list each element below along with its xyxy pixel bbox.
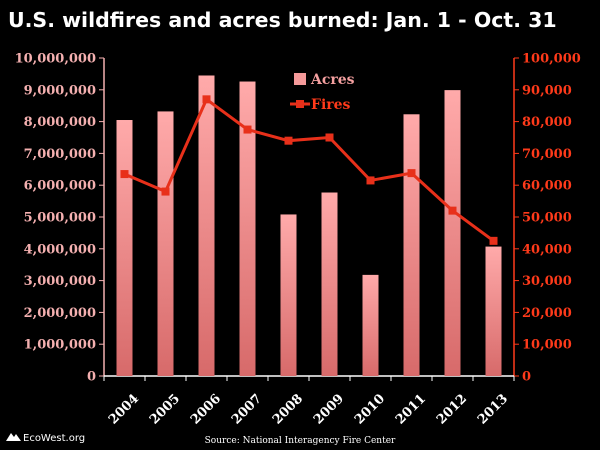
x-tick-label: 2012	[434, 391, 470, 427]
acres-bar	[362, 274, 379, 376]
acres-bar	[444, 90, 461, 377]
left-tick-label: 9,000,000	[24, 83, 96, 98]
brand-logo: EcoWest.org	[6, 433, 85, 444]
left-tick-label: 0	[87, 370, 96, 385]
fires-point	[448, 206, 457, 215]
fires-line	[120, 95, 498, 245]
fires-point	[243, 125, 252, 134]
x-tick-label: 2010	[352, 391, 388, 427]
acres-bars	[116, 75, 502, 377]
right-tick-label: 50,000	[522, 211, 572, 226]
fires-point	[325, 133, 334, 142]
right-tick-label: 80,000	[522, 115, 572, 130]
acres-bar	[280, 214, 297, 376]
acres-bar	[321, 192, 338, 376]
right-tick-label: 70,000	[522, 147, 572, 162]
fires-point	[407, 169, 416, 178]
left-tick-label: 2,000,000	[24, 306, 96, 321]
left-tick-label: 7,000,000	[24, 147, 96, 162]
fires-point	[202, 95, 211, 104]
right-tick-label: 30,000	[522, 274, 572, 289]
fires-point	[366, 176, 375, 185]
legend-fires-label: Fires	[311, 97, 351, 113]
left-tick-label: 8,000,000	[24, 115, 96, 130]
x-tick-label: 2004	[106, 391, 142, 427]
x-tick-label: 2005	[147, 391, 183, 427]
legend-acres-label: Acres	[310, 72, 355, 88]
acres-bar	[485, 246, 502, 376]
right-tick-label: 100,000	[522, 52, 581, 67]
left-tick-label: 4,000,000	[24, 242, 96, 257]
brand-label: EcoWest.org	[23, 433, 85, 444]
fires-point	[161, 187, 170, 196]
mountain-icon	[6, 433, 21, 441]
acres-bar	[157, 111, 174, 376]
x-tick-label: 2007	[229, 391, 265, 427]
acres-bar	[116, 120, 133, 376]
left-tick-label: 6,000,000	[24, 179, 96, 194]
acres-bar	[239, 81, 256, 377]
fires-point	[489, 236, 498, 245]
legend: Acres Fires	[290, 72, 355, 113]
x-tick-label: 2008	[270, 391, 306, 427]
x-tick-label: 2011	[393, 391, 429, 427]
legend-fires-marker	[296, 100, 304, 108]
right-tick-label: 40,000	[522, 242, 572, 257]
x-tick-label: 2006	[188, 391, 224, 427]
source-note: Source: National Interagency Fire Center	[205, 436, 396, 446]
legend-acres-swatch	[294, 73, 306, 85]
left-tick-label: 1,000,000	[24, 338, 96, 353]
right-tick-label: 20,000	[522, 306, 572, 321]
fires-point	[120, 170, 129, 179]
right-tick-label: 90,000	[522, 83, 572, 98]
acres-bar	[198, 75, 215, 377]
left-tick-label: 5,000,000	[24, 211, 96, 226]
right-tick-label: 0	[522, 370, 531, 385]
left-tick-label: 10,000,000	[15, 52, 96, 67]
acres-bar	[403, 114, 420, 376]
x-tick-label: 2013	[475, 391, 511, 427]
fires-polyline	[123, 97, 495, 243]
left-tick-label: 3,000,000	[24, 274, 96, 289]
axes: 0 1,000,000 2,000,000 3,000,000 4,000,000 5,0…	[15, 52, 581, 428]
right-tick-label: 10,000	[522, 338, 572, 353]
x-tick-label: 2009	[311, 391, 347, 427]
chart-title: U.S. wildfires and acres burned: Jan. 1 …	[8, 8, 557, 32]
fires-point	[284, 136, 293, 145]
right-tick-label: 60,000	[522, 179, 572, 194]
